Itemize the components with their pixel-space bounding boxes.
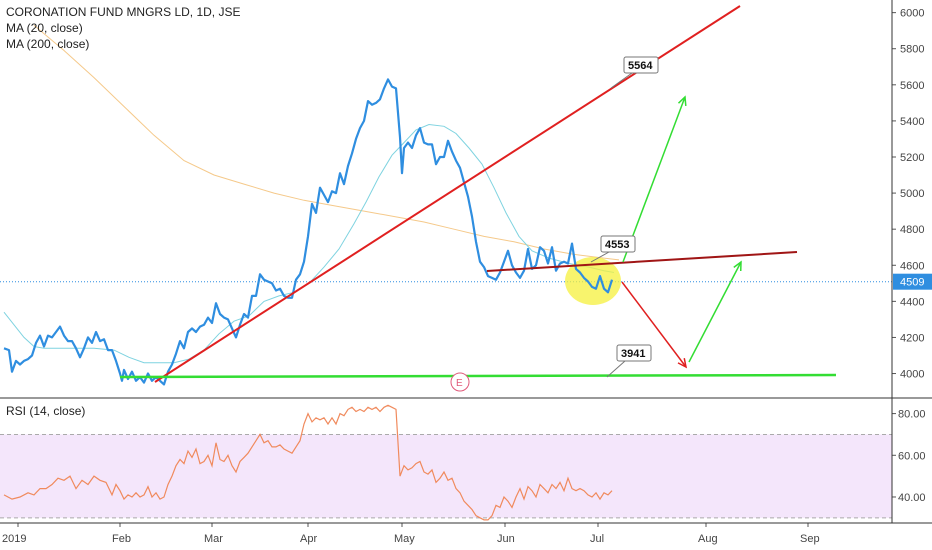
price-line: [3, 78, 614, 386]
callout-top-text: 5564: [628, 60, 653, 72]
rsi-axis[interactable]: 40.00 60.00 80.00: [892, 409, 926, 504]
legend-rsi: RSI (14, close): [6, 404, 85, 418]
arrow-up-target-head: [677, 95, 687, 107]
arrow-down-target-head: [677, 358, 688, 369]
last-price-text: 4509: [900, 277, 924, 289]
price-tick-label: 4400: [900, 296, 924, 308]
time-tick-label: Sep: [800, 533, 820, 545]
price-tick-label: 4000: [900, 369, 924, 381]
price-tick-label: 4600: [900, 260, 924, 272]
time-tick-label: Aug: [698, 533, 718, 545]
earnings-marker-text: E: [456, 378, 463, 389]
rsi-tick-label: 80.00: [898, 409, 926, 421]
arrow-down-target: [621, 281, 688, 369]
time-axis[interactable]: 2019 Feb Mar Apr May Jun Jul Aug Sep: [2, 523, 820, 545]
time-tick-label: Apr: [300, 533, 317, 545]
rsi-line: [3, 404, 613, 521]
earnings-marker-circle: [450, 372, 470, 392]
callout-mid-text: 4553: [605, 239, 629, 251]
time-tick-label: May: [394, 533, 415, 545]
highlight-circle: [565, 257, 621, 305]
time-tick-label: Feb: [112, 533, 131, 545]
price-tick-label: 5400: [900, 116, 924, 128]
callout-mid[interactable]: 4553: [590, 235, 636, 263]
callout-low[interactable]: 3941: [606, 344, 652, 378]
arrow-down-target-shaft: [621, 281, 687, 368]
time-tick-label: Jun: [497, 533, 515, 545]
callout-low-text: 3941: [621, 348, 645, 360]
rsi-tick-label: 60.00: [898, 450, 926, 462]
earnings-marker[interactable]: E: [450, 372, 470, 392]
callout-low-pointer: [606, 360, 626, 378]
last-price-badge: 4509: [893, 273, 932, 290]
price-tick-label: 5600: [900, 80, 924, 92]
callout-top-box: [623, 56, 659, 74]
projection-arrows: [621, 95, 742, 369]
time-tick-label: Mar: [204, 533, 223, 545]
arrow-up-target: [622, 95, 687, 263]
callout-mid-pointer: [590, 251, 610, 263]
neckline-trendline[interactable]: [486, 251, 798, 272]
callout-top-pointer: [610, 72, 633, 89]
ma20-line: [3, 123, 615, 364]
last-price-box: [893, 273, 932, 290]
arrow-rebound-head: [733, 260, 742, 272]
rsi-tick-label: 40.00: [898, 492, 926, 504]
ma200-line: [33, 24, 620, 261]
arrow-up-target-shaft: [622, 96, 686, 263]
price-tick-label: 5000: [900, 188, 924, 200]
price-axis[interactable]: 4000 4200 4400 4600 4800 5000 5200 5400 5600 5800…: [892, 8, 924, 381]
legend-ma20: MA (20, close): [6, 21, 83, 35]
price-tick-label: 5200: [900, 152, 924, 164]
legend-ma200: MA (200, close): [6, 37, 89, 51]
price-tick-label: 4200: [900, 332, 924, 344]
chart-title: CORONATION FUND MNGRS LD, 1D, JSE: [6, 5, 240, 19]
time-tick-label: Jul: [590, 533, 604, 545]
callout-mid-box: [600, 235, 636, 253]
price-tick-label: 6000: [900, 8, 924, 20]
price-tick-label: 5800: [900, 44, 924, 56]
price-tick-label: 4800: [900, 224, 924, 236]
time-tick-label: 2019: [2, 533, 26, 545]
callout-top[interactable]: 5564: [610, 56, 659, 89]
support-line[interactable]: [119, 373, 837, 379]
arrow-rebound-shaft: [688, 261, 742, 363]
arrow-rebound: [688, 260, 742, 363]
callout-low-box: [616, 344, 652, 362]
